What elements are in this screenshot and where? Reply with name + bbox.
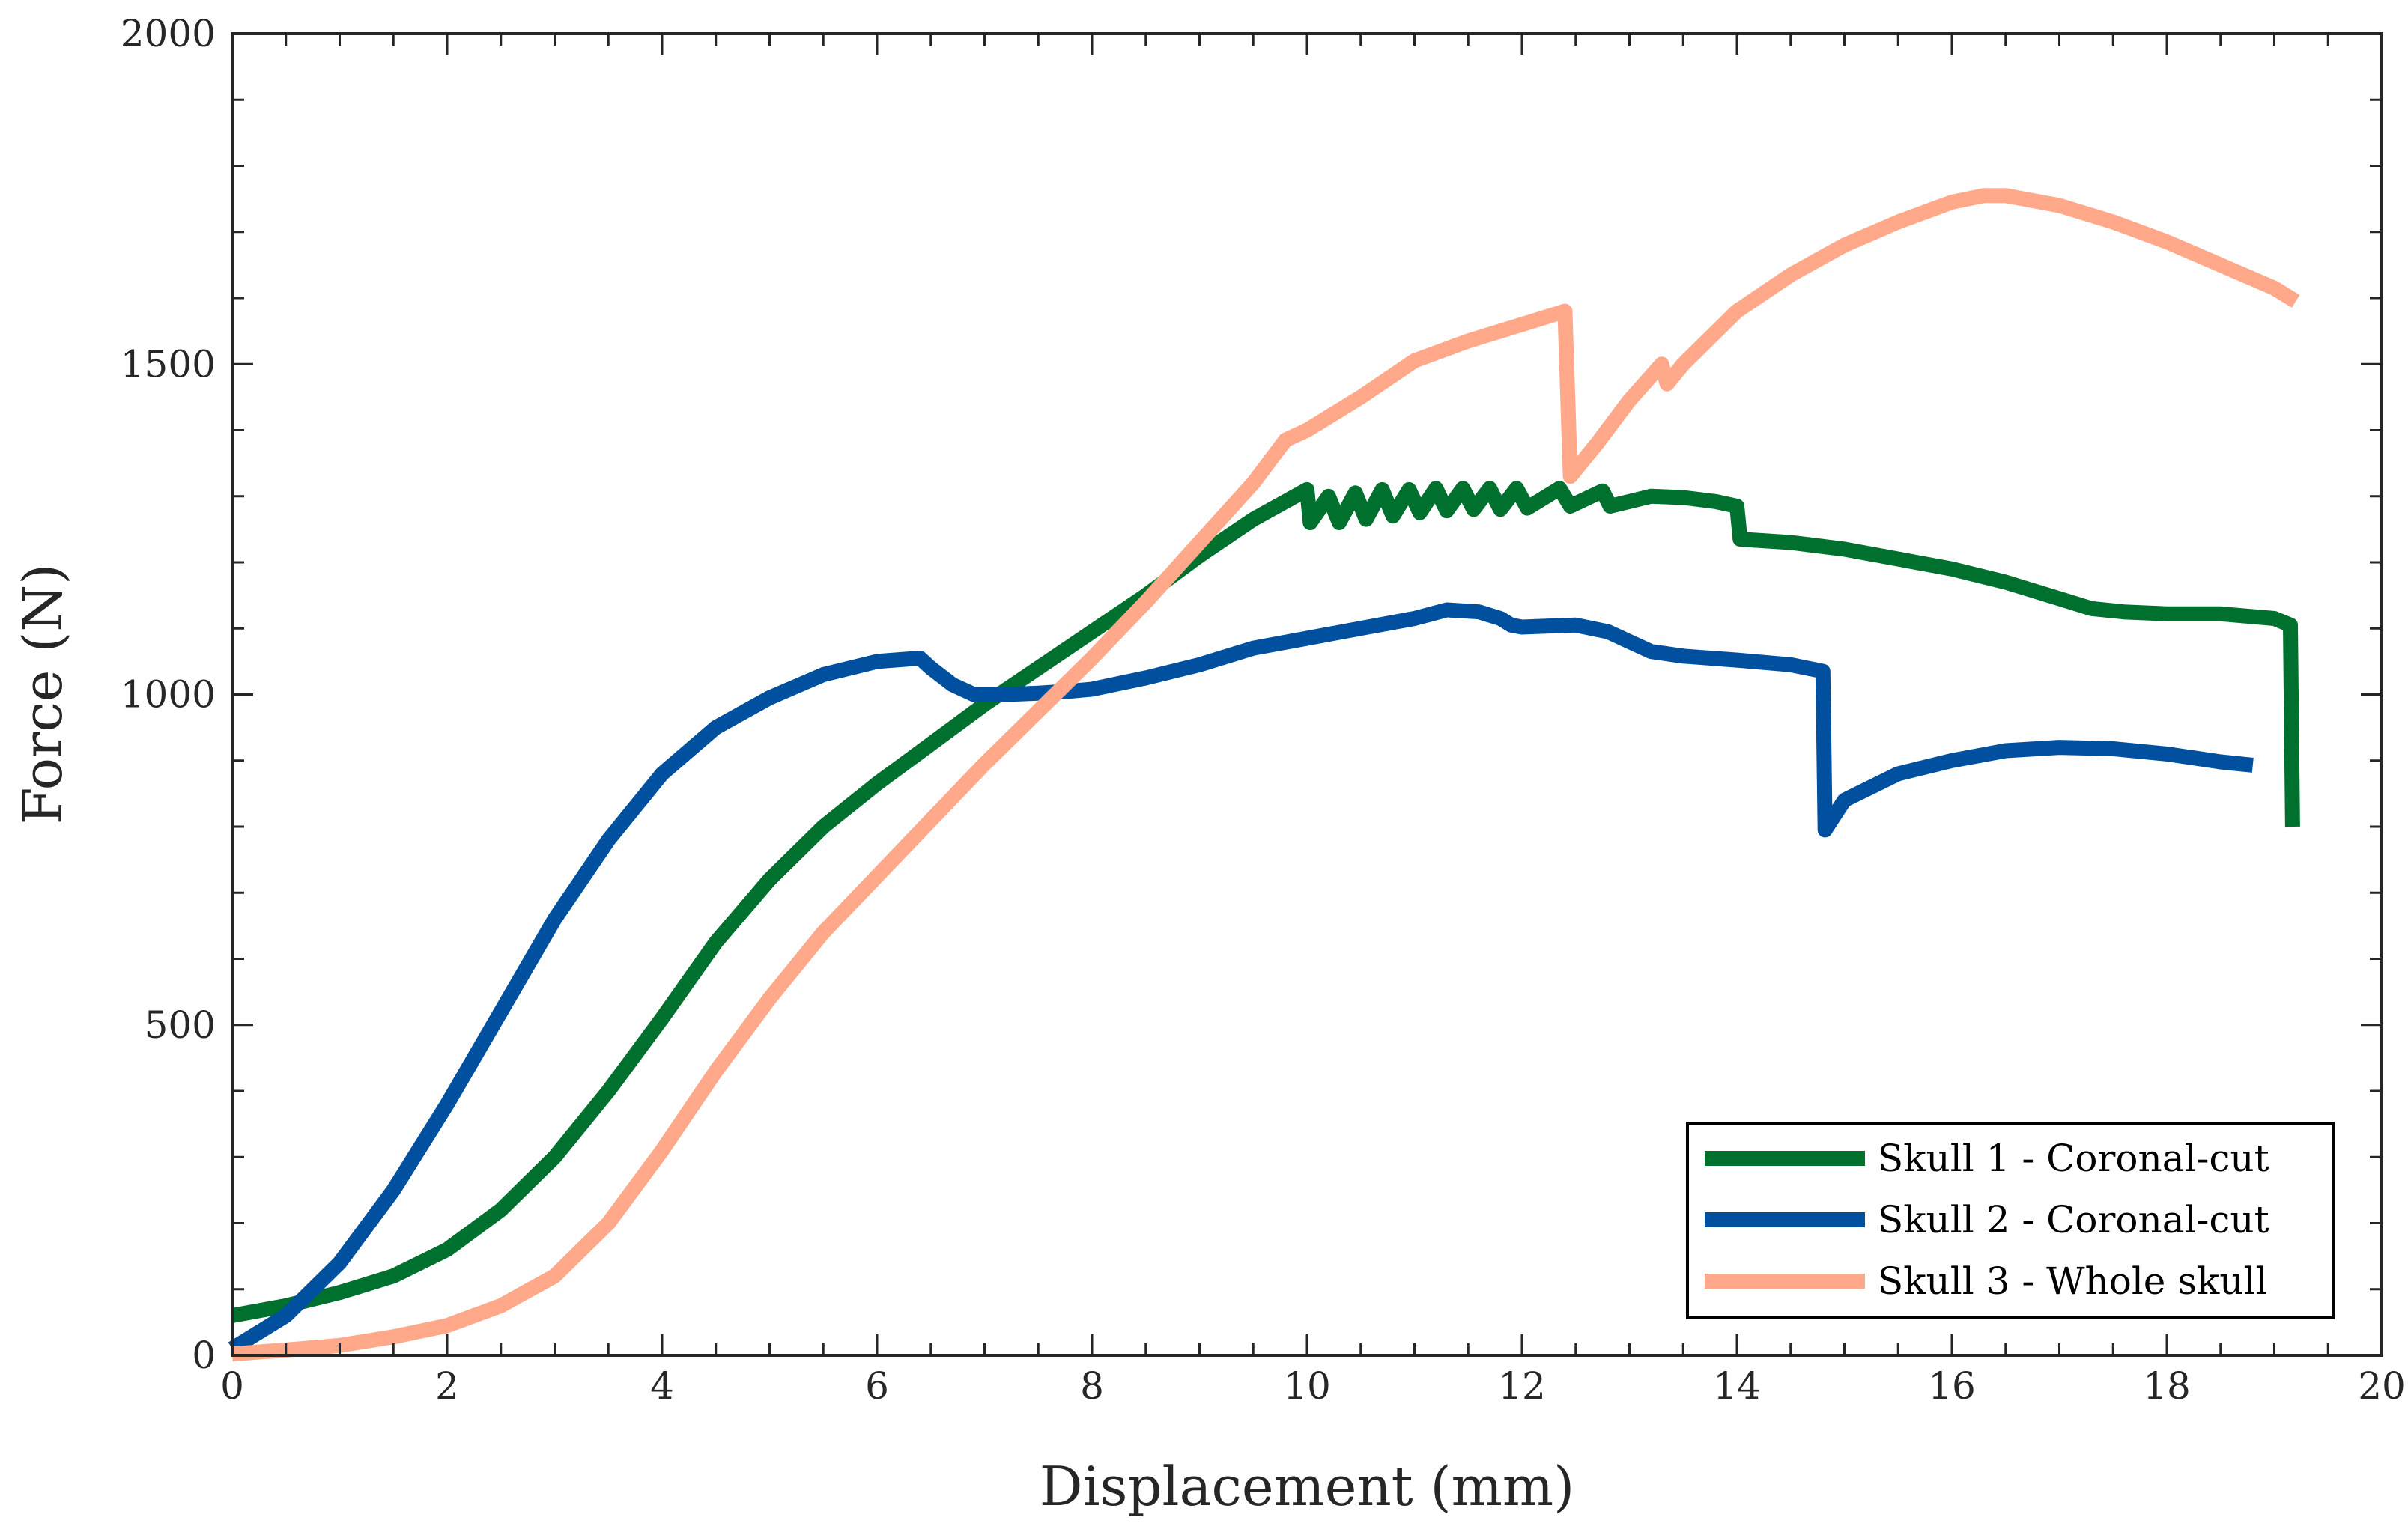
- tick-layer: [231, 32, 2383, 1357]
- x-tick-label: 10: [1283, 1364, 1331, 1408]
- x-tick-label: 14: [1713, 1364, 1761, 1408]
- x-tick-label: 16: [1928, 1364, 1976, 1408]
- y-tick-label: 500: [145, 1003, 216, 1047]
- x-tick-label: 2: [435, 1364, 459, 1408]
- x-tick-label: 0: [220, 1364, 244, 1408]
- y-tick-label: 1500: [121, 342, 216, 386]
- label-layer: 0 2 4 6 8 10 12 14 16 18 20 0 500 1000 1500 2000: [121, 12, 2406, 1408]
- x-axis-title: Displacement (mm): [1040, 1455, 1574, 1518]
- x-tick-label: 8: [1080, 1364, 1104, 1408]
- series-line-2: [228, 602, 2254, 1355]
- legend-label-2: Skull 2 - Coronal-cut: [1878, 1198, 2269, 1241]
- x-tick-label: 20: [2358, 1364, 2406, 1408]
- y-axis-title: Force (N): [11, 564, 74, 825]
- legend-entries: Skull 1 - Coronal-cut Skull 2 - Coronal-c…: [1705, 1137, 2269, 1303]
- legend-label-3: Skull 3 - Whole skull: [1878, 1259, 2267, 1303]
- series-line-1: [231, 481, 2300, 1323]
- x-tick-label: 6: [865, 1364, 889, 1408]
- series-layer: [228, 188, 2300, 1362]
- x-tick-label: 18: [2143, 1364, 2191, 1408]
- series-line-3: [231, 188, 2300, 1362]
- x-tick-label: 4: [650, 1364, 674, 1408]
- legend: Skull 1 - Coronal-cut Skull 2 - Coronal-c…: [1686, 1122, 2335, 1319]
- legend-label-1: Skull 1 - Coronal-cut: [1878, 1137, 2269, 1180]
- y-tick-label: 0: [192, 1334, 216, 1377]
- y-tick-label: 1000: [121, 673, 216, 717]
- y-tick-label: 2000: [121, 12, 216, 55]
- x-tick-label: 12: [1498, 1364, 1546, 1408]
